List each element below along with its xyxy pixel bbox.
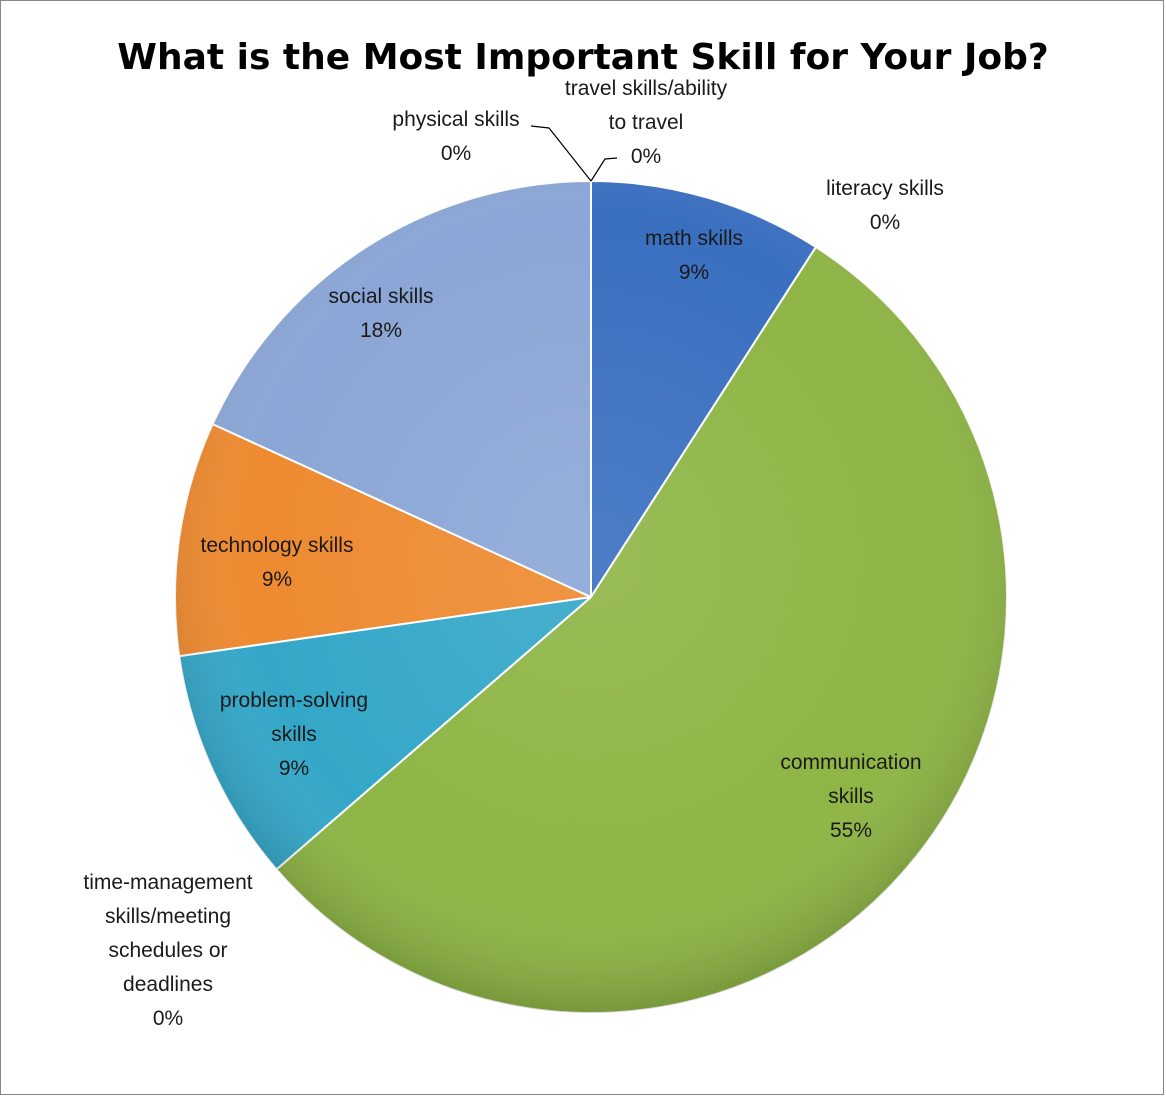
slice-label-social-skills: social skills 18% <box>328 285 433 342</box>
slice-label-problem-solving: problem-solving skills 9% <box>220 689 368 780</box>
slice-label-line: schedules or <box>108 939 227 962</box>
slice-label-technology-skills: technology skills 9% <box>201 534 354 591</box>
slice-labels: math skills 9% literacy skills 0% communicat… <box>83 77 944 1030</box>
slice-value-problem-solving: 9% <box>279 757 309 780</box>
slice-label-line: communication <box>780 751 921 774</box>
slice-value-time-management: 0% <box>153 1007 183 1030</box>
slice-value-travel-skills-ability: 0% <box>631 145 661 168</box>
slice-value-literacy-skills: 0% <box>870 211 900 234</box>
pie-slices <box>174 180 1008 1015</box>
slice-label-communication: communication skills 55% <box>780 751 921 842</box>
slice-label-line: time-management <box>83 871 252 894</box>
slice-label-physical-skills: physical skills 0% <box>392 108 519 165</box>
slice-label-line: problem-solving <box>220 689 368 712</box>
slice-label-line: skills <box>828 785 874 808</box>
slice-label-line: travel skills/ability <box>565 77 728 100</box>
slice-value-math-skills: 9% <box>679 261 709 284</box>
slice-label-line: literacy skills <box>826 177 944 200</box>
slice-label-line: deadlines <box>123 973 213 996</box>
slice-label-line: skills/meeting <box>105 905 231 928</box>
slice-label-line: to travel <box>609 111 684 134</box>
slice-label-literacy-skills: literacy skills 0% <box>826 177 944 234</box>
slice-label-line: math skills <box>645 227 743 250</box>
slice-value-social-skills: 18% <box>360 319 402 342</box>
slice-value-physical-skills: 0% <box>441 142 471 165</box>
slice-value-technology-skills: 9% <box>262 568 292 591</box>
slice-value-communication: 55% <box>830 819 872 842</box>
slice-label-math-skills: math skills 9% <box>645 227 743 284</box>
leader-line-physical-skills <box>530 125 592 182</box>
slice-label-line: technology skills <box>201 534 354 557</box>
slice-label-line: skills <box>271 723 317 746</box>
leader-line-travel-skills-ability <box>590 157 618 182</box>
leader-lines <box>530 125 618 182</box>
slice-label-travel-skills-ability: travel skills/ability to travel 0% <box>565 77 728 168</box>
slice-label-line: physical skills <box>392 108 519 131</box>
chart-title: What is the Most Important Skill for You… <box>117 37 1049 78</box>
slice-label-line: social skills <box>328 285 433 308</box>
slice-label-time-management: time-management skills/meeting schedules o… <box>83 871 252 1030</box>
